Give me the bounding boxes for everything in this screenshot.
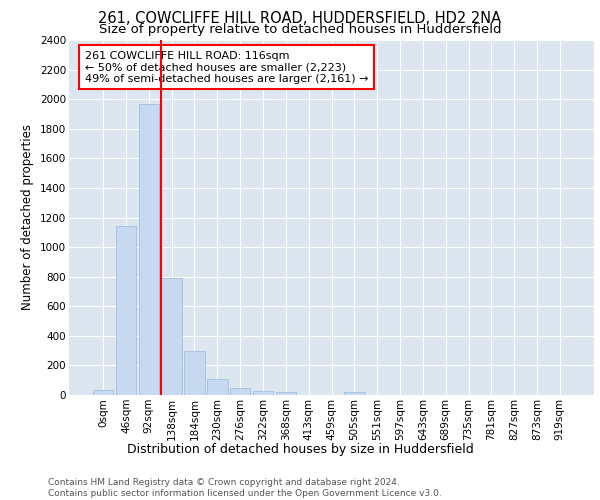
Bar (93, 390, 113, 395)
Y-axis label: Number of detached properties: Number of detached properties (22, 124, 34, 310)
Text: 261, COWCLIFFE HILL ROAD, HUDDERSFIELD, HD2 2NA: 261, COWCLIFFE HILL ROAD, HUDDERSFIELD, … (98, 11, 502, 26)
Text: 261 COWCLIFFE HILL ROAD: 116sqm
← 50% of detached houses are smaller (2,223)
49%: 261 COWCLIFFE HILL ROAD: 116sqm ← 50% of… (85, 50, 368, 84)
Bar (230, 388, 250, 395)
Bar (275, 392, 296, 395)
Bar (116, 226, 136, 395)
Bar (161, 278, 182, 395)
Bar (139, 104, 159, 395)
Bar (207, 380, 227, 395)
Bar (184, 350, 205, 395)
Text: Distribution of detached houses by size in Huddersfield: Distribution of detached houses by size … (127, 442, 473, 456)
Bar (344, 392, 365, 395)
Bar (253, 390, 273, 395)
Text: Contains HM Land Registry data © Crown copyright and database right 2024.
Contai: Contains HM Land Registry data © Crown c… (48, 478, 442, 498)
Text: Size of property relative to detached houses in Huddersfield: Size of property relative to detached ho… (99, 22, 501, 36)
